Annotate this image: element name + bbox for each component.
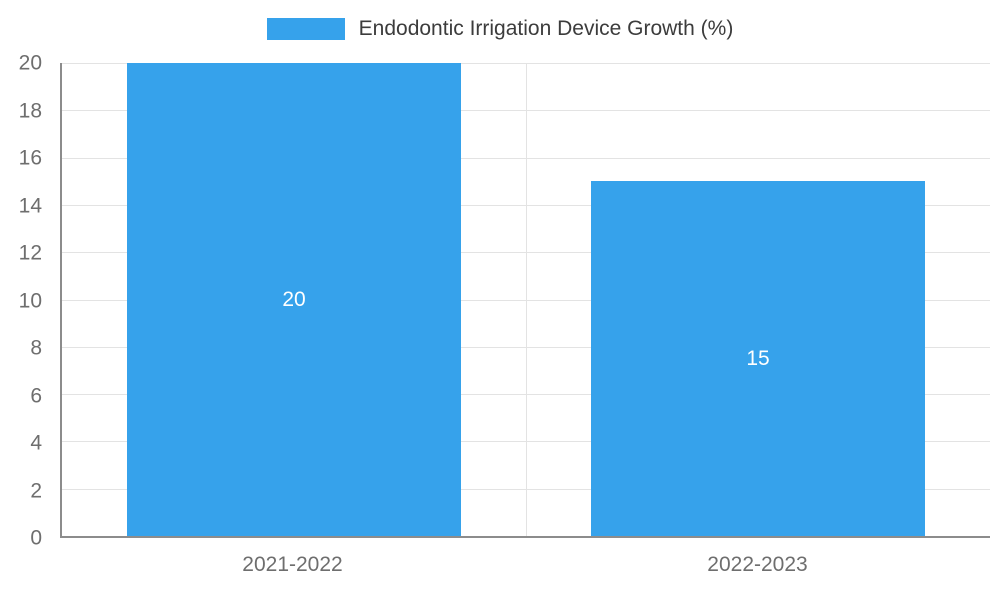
bar-slot: 15 <box>526 63 990 536</box>
bar-slot: 20 <box>62 63 526 536</box>
x-tick-label: 2022-2023 <box>707 553 808 576</box>
bar-2021-2022[interactable]: 20 <box>126 63 462 536</box>
y-tick-label: 0 <box>30 526 42 550</box>
y-axis-labels: 0 2 4 6 8 10 12 14 16 18 20 <box>0 53 50 549</box>
y-tick-label: 4 <box>30 431 42 455</box>
chart-title: Endodontic Irrigation Device Growth (%) <box>358 17 734 40</box>
y-tick-label: 6 <box>30 384 42 407</box>
bars-layer: 20 15 <box>62 63 990 536</box>
chart-legend[interactable]: Endodontic Irrigation Device Growth (%) <box>0 16 1000 42</box>
x-tick-label: 2021-2022 <box>242 553 343 576</box>
y-tick-label: 16 <box>18 146 42 170</box>
y-tick-label: 12 <box>18 241 42 265</box>
x-gridline <box>526 63 527 536</box>
y-tick-label: 2 <box>30 479 42 502</box>
y-tick-label: 18 <box>18 99 42 122</box>
bar-value-label: 20 <box>282 287 306 311</box>
legend-swatch-icon <box>266 18 345 40</box>
y-tick-label: 8 <box>30 336 42 360</box>
bar-value-label: 15 <box>746 346 770 370</box>
y-tick-label: 20 <box>18 51 42 75</box>
bar-2022-2023[interactable]: 15 <box>590 181 926 536</box>
y-tick-label: 10 <box>18 289 42 312</box>
plot-area: 20 15 <box>60 63 990 538</box>
y-tick-label: 14 <box>18 194 42 217</box>
x-axis-labels: 2021-2022 2022-2023 <box>60 553 990 577</box>
